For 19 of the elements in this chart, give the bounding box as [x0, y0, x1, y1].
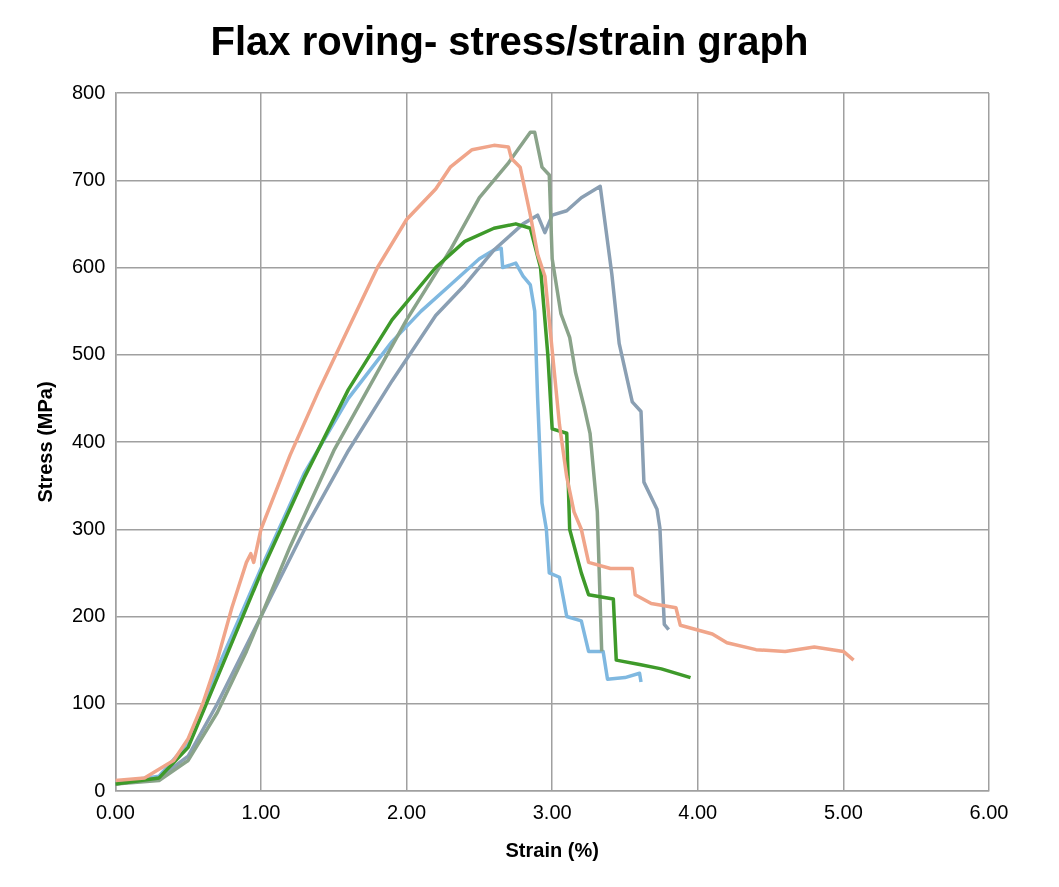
- y-tick-label: 300: [71, 516, 106, 539]
- y-axis-title: Stress (MPa): [33, 381, 56, 503]
- y-tick-label: 100: [71, 691, 106, 714]
- y-tick-label: 700: [71, 167, 106, 190]
- x-tick-label: 6.00: [969, 800, 1009, 823]
- x-tick-label: 0.00: [95, 800, 135, 823]
- x-tick-label: 2.00: [387, 800, 427, 823]
- x-tick-label: 1.00: [241, 800, 281, 823]
- chart-title: Flax roving- stress/strain graph: [210, 19, 809, 64]
- y-tick-label: 500: [71, 342, 106, 365]
- y-tick-label: 0: [94, 778, 106, 801]
- x-tick-label: 3.00: [532, 800, 572, 823]
- y-tick-label: 800: [71, 80, 106, 103]
- y-tick-label: 400: [71, 429, 106, 452]
- y-tick-label: 200: [71, 604, 106, 627]
- x-tick-label: 4.00: [678, 800, 718, 823]
- x-tick-label: 5.00: [823, 800, 863, 823]
- x-axis-title: Strain (%): [505, 838, 599, 861]
- y-tick-label: 600: [71, 255, 106, 278]
